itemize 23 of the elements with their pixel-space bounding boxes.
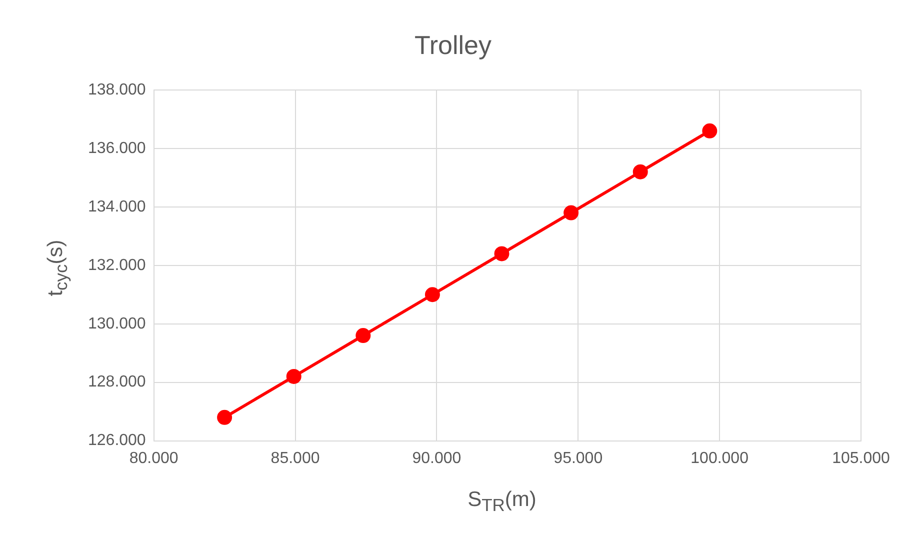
y-tick-label: 136.000 [88, 140, 146, 157]
chart-title: Trolley [413, 30, 493, 61]
y-tick-label: 134.000 [88, 198, 146, 216]
x-tick-label: 105.000 [832, 450, 890, 467]
y-tick-label: 130.000 [88, 315, 146, 332]
point [424, 287, 440, 302]
point [494, 246, 510, 262]
x-tick-label: 90.000 [412, 450, 462, 467]
point [356, 328, 371, 344]
y-tick-label: 138.000 [88, 81, 146, 98]
point [564, 205, 579, 220]
y-tick-label: 126.000 [88, 432, 146, 450]
x-axis-title: S$_{TR}$(m) [466, 488, 538, 516]
x-tick-label: 100.000 [690, 450, 749, 467]
x-tick-label: 95.000 [554, 450, 603, 467]
point [632, 164, 648, 180]
point [217, 410, 232, 425]
y-tick-label: 132.000 [88, 256, 146, 274]
point [702, 123, 718, 138]
y-tick-label: 128.000 [88, 374, 146, 391]
x-tick-label: 80.000 [129, 450, 178, 467]
x-tick-label: 85.000 [270, 450, 320, 467]
point [286, 368, 302, 384]
